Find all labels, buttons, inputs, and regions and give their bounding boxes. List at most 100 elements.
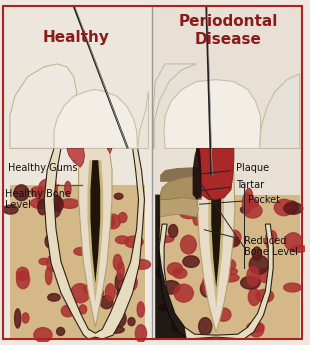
Ellipse shape	[171, 320, 182, 332]
Ellipse shape	[117, 261, 124, 279]
Ellipse shape	[200, 280, 214, 297]
Ellipse shape	[247, 322, 264, 332]
Ellipse shape	[241, 206, 250, 213]
Ellipse shape	[174, 284, 193, 302]
Ellipse shape	[71, 284, 90, 303]
Ellipse shape	[169, 225, 178, 237]
Ellipse shape	[135, 325, 147, 342]
Ellipse shape	[218, 238, 226, 252]
Text: Pocket: Pocket	[199, 195, 280, 205]
Ellipse shape	[183, 256, 199, 267]
Ellipse shape	[216, 308, 231, 321]
Ellipse shape	[38, 179, 57, 198]
Polygon shape	[91, 160, 100, 283]
Ellipse shape	[180, 209, 198, 218]
Text: Periodontal
Disease: Periodontal Disease	[178, 14, 278, 47]
Polygon shape	[160, 176, 202, 199]
Ellipse shape	[106, 214, 120, 229]
Ellipse shape	[167, 196, 178, 205]
Ellipse shape	[247, 267, 259, 286]
Polygon shape	[259, 74, 300, 148]
Ellipse shape	[224, 259, 236, 270]
Ellipse shape	[46, 267, 52, 285]
Ellipse shape	[16, 271, 29, 289]
Ellipse shape	[79, 305, 87, 314]
Ellipse shape	[128, 318, 135, 326]
Ellipse shape	[162, 280, 180, 294]
Ellipse shape	[60, 199, 79, 208]
Bar	[3, 6, 152, 203]
Ellipse shape	[241, 276, 260, 289]
Ellipse shape	[134, 260, 151, 269]
Ellipse shape	[207, 275, 220, 289]
Ellipse shape	[93, 287, 103, 299]
Ellipse shape	[222, 268, 237, 275]
Ellipse shape	[274, 199, 294, 216]
Ellipse shape	[39, 258, 49, 265]
Ellipse shape	[78, 196, 87, 202]
Ellipse shape	[242, 193, 251, 212]
Ellipse shape	[265, 231, 273, 249]
Ellipse shape	[245, 199, 258, 208]
Ellipse shape	[45, 204, 60, 218]
Ellipse shape	[284, 283, 301, 292]
Ellipse shape	[290, 245, 307, 252]
Ellipse shape	[284, 203, 303, 214]
Polygon shape	[155, 195, 187, 339]
Ellipse shape	[22, 313, 29, 323]
Ellipse shape	[114, 193, 123, 199]
Ellipse shape	[117, 288, 124, 299]
Ellipse shape	[83, 285, 96, 294]
Polygon shape	[107, 148, 112, 153]
Polygon shape	[197, 148, 235, 332]
Ellipse shape	[65, 181, 71, 196]
Ellipse shape	[14, 185, 29, 201]
Ellipse shape	[116, 236, 129, 244]
Ellipse shape	[88, 208, 107, 216]
Ellipse shape	[259, 268, 270, 283]
Polygon shape	[164, 80, 260, 148]
Ellipse shape	[210, 251, 218, 263]
Ellipse shape	[218, 253, 231, 270]
Ellipse shape	[34, 328, 52, 342]
Ellipse shape	[199, 318, 212, 335]
Ellipse shape	[252, 247, 261, 260]
Ellipse shape	[115, 274, 124, 292]
Ellipse shape	[51, 195, 61, 210]
Polygon shape	[197, 148, 234, 199]
Ellipse shape	[113, 254, 122, 270]
Polygon shape	[67, 148, 85, 167]
Polygon shape	[79, 148, 112, 327]
Ellipse shape	[48, 294, 60, 301]
Bar	[10, 185, 145, 339]
Bar	[152, 6, 302, 203]
Ellipse shape	[193, 207, 200, 225]
Ellipse shape	[202, 275, 212, 295]
Polygon shape	[54, 89, 138, 148]
Ellipse shape	[243, 204, 262, 218]
Ellipse shape	[214, 201, 220, 216]
Polygon shape	[153, 64, 197, 148]
Ellipse shape	[61, 305, 74, 317]
Ellipse shape	[249, 255, 268, 274]
Ellipse shape	[285, 201, 298, 214]
Ellipse shape	[120, 282, 131, 291]
Ellipse shape	[38, 199, 47, 215]
Polygon shape	[193, 148, 202, 199]
Ellipse shape	[125, 236, 143, 248]
Ellipse shape	[45, 235, 54, 248]
Ellipse shape	[113, 310, 126, 327]
Ellipse shape	[47, 255, 58, 272]
Ellipse shape	[215, 233, 225, 245]
Ellipse shape	[180, 235, 196, 254]
Ellipse shape	[159, 304, 172, 310]
Polygon shape	[160, 198, 198, 217]
Ellipse shape	[16, 267, 29, 281]
Polygon shape	[211, 165, 221, 288]
Ellipse shape	[3, 205, 18, 214]
Ellipse shape	[74, 247, 88, 255]
Ellipse shape	[100, 296, 113, 309]
Ellipse shape	[126, 275, 137, 290]
Text: Healthy Bone
Level: Healthy Bone Level	[5, 185, 71, 210]
Ellipse shape	[157, 266, 164, 279]
